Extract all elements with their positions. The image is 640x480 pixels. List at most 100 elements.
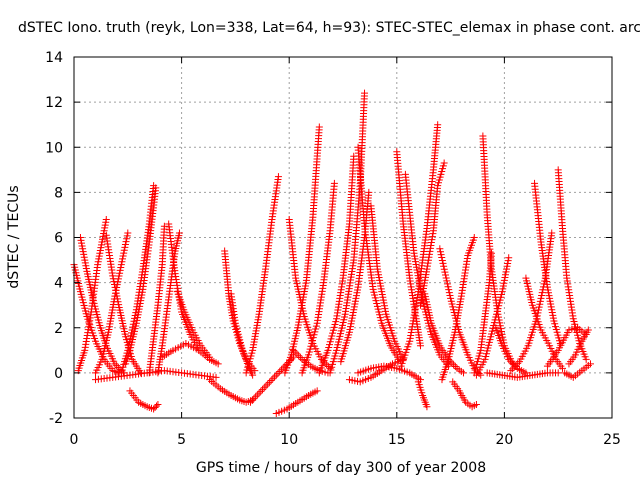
plus-marker <box>584 326 592 334</box>
plus-marker <box>113 292 121 300</box>
plus-marker <box>311 328 319 336</box>
plus-marker <box>212 373 220 381</box>
data-series <box>92 367 220 384</box>
plus-marker <box>537 294 545 302</box>
plus-marker <box>110 280 118 288</box>
plus-marker <box>115 301 123 309</box>
plus-marker <box>440 265 448 273</box>
plus-marker <box>293 350 301 358</box>
data-series <box>449 378 480 411</box>
y-tick-label: 14 <box>45 50 63 66</box>
plus-marker <box>291 348 299 356</box>
plus-marker <box>413 296 421 304</box>
data-series <box>221 247 259 375</box>
x-tick-label: 15 <box>388 432 406 448</box>
plus-marker <box>120 246 128 254</box>
y-tick-label: 6 <box>54 231 63 247</box>
plus-marker <box>121 240 129 248</box>
plus-marker <box>505 254 513 262</box>
plus-marker <box>409 317 417 325</box>
plus-marker <box>151 403 159 411</box>
plus-marker <box>441 268 449 276</box>
plus-marker <box>535 306 543 314</box>
y-axis-title: dSTEC / TECUs <box>6 185 22 288</box>
plus-marker <box>440 262 448 270</box>
plus-marker <box>436 248 444 256</box>
plus-marker <box>260 384 268 392</box>
plus-marker <box>407 329 415 337</box>
plus-marker <box>434 121 442 129</box>
plus-marker <box>109 272 117 280</box>
plus-marker <box>440 159 448 167</box>
plus-marker <box>313 387 321 395</box>
x-axis-title: GPS time / hours of day 300 of year 2008 <box>196 460 486 476</box>
plus-marker <box>444 283 452 291</box>
plus-marker <box>582 355 590 363</box>
plus-marker <box>460 369 468 377</box>
y-tick-label: 0 <box>54 366 63 382</box>
plus-marker <box>324 346 332 354</box>
plus-marker <box>445 286 453 294</box>
plus-marker <box>259 386 267 394</box>
data-series <box>483 369 562 381</box>
plus-marker <box>446 291 454 299</box>
plus-marker <box>470 234 478 241</box>
plus-marker <box>330 323 338 331</box>
plus-marker <box>117 263 125 271</box>
plus-marker <box>554 369 562 377</box>
plus-marker <box>448 359 456 367</box>
data-series <box>354 362 424 384</box>
plus-marker <box>412 299 420 307</box>
plus-marker <box>361 89 369 97</box>
plus-marker <box>438 256 446 264</box>
plus-marker <box>111 360 119 368</box>
data-series <box>285 215 334 372</box>
plus-marker <box>497 325 505 333</box>
plus-marker <box>150 405 158 413</box>
plus-marker <box>436 245 444 253</box>
plus-marker <box>120 249 128 257</box>
x-tick-label: 20 <box>495 432 513 448</box>
plus-marker <box>451 363 459 371</box>
plus-marker <box>487 249 495 257</box>
plus-marker <box>365 188 373 196</box>
plus-marker <box>536 297 544 305</box>
plus-marker <box>276 368 284 376</box>
plus-marker <box>438 254 446 262</box>
grid <box>74 57 612 418</box>
plus-marker <box>411 308 419 316</box>
plus-marker <box>119 252 127 260</box>
plus-marker <box>326 341 334 349</box>
plus-marker <box>443 277 451 285</box>
plus-marker <box>423 403 431 411</box>
y-tick-label: -2 <box>49 411 63 427</box>
plus-marker <box>538 289 546 297</box>
plus-marker <box>538 292 546 300</box>
plus-marker <box>329 329 337 337</box>
plus-marker <box>123 232 131 240</box>
plus-marker <box>407 331 415 339</box>
data-series <box>438 234 478 384</box>
plus-marker <box>123 235 131 243</box>
data-series <box>315 152 358 377</box>
plus-marker <box>113 362 121 370</box>
plus-marker <box>113 295 121 303</box>
data-series <box>272 387 321 417</box>
plus-marker <box>509 365 517 373</box>
plus-marker <box>308 339 316 347</box>
plus-marker <box>329 326 337 334</box>
plus-marker <box>274 369 282 377</box>
plus-marker <box>413 293 421 301</box>
chart-title: dSTEC Iono. truth (reyk, Lon=338, Lat=64… <box>18 20 640 36</box>
plus-marker <box>309 334 317 342</box>
plus-marker <box>272 371 280 379</box>
plus-marker <box>252 393 260 401</box>
data-series <box>126 387 162 413</box>
plus-marker <box>160 222 168 230</box>
plus-marker <box>496 322 504 330</box>
plus-marker <box>312 325 320 333</box>
plus-marker <box>410 311 418 319</box>
plus-marker <box>109 275 117 283</box>
plus-marker <box>445 289 453 297</box>
plus-marker <box>110 278 118 286</box>
